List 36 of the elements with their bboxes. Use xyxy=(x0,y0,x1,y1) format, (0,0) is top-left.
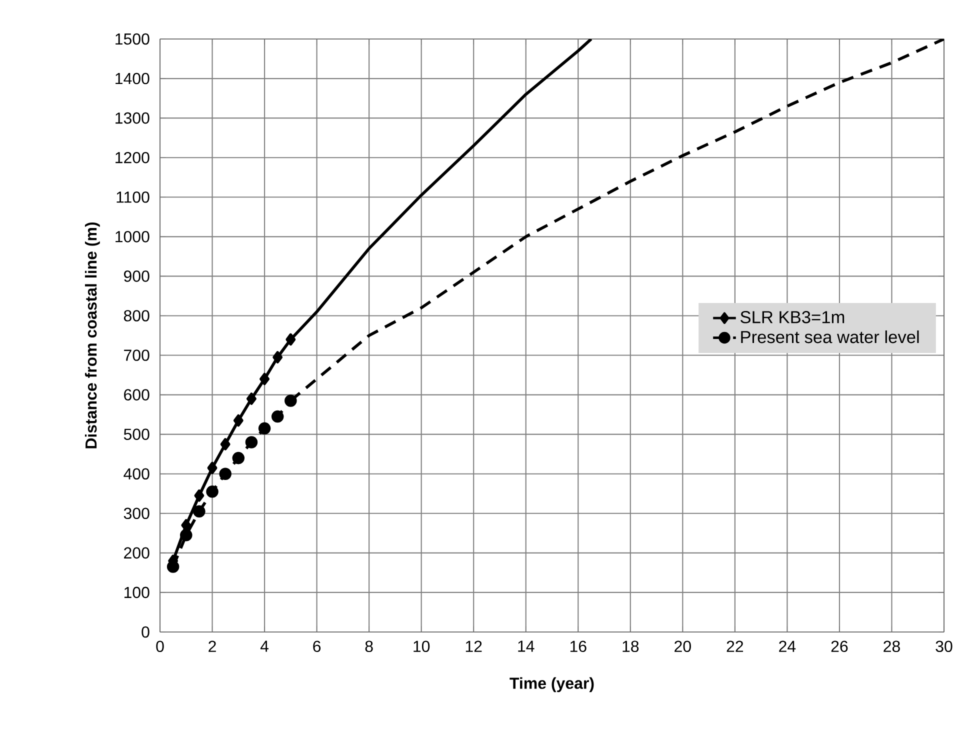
y-tick-label: 0 xyxy=(142,626,150,638)
x-tick-label: 26 xyxy=(831,640,848,652)
y-tick-label: 1300 xyxy=(116,112,150,124)
x-tick-label: 30 xyxy=(936,640,952,652)
x-tick-label: 10 xyxy=(414,640,430,652)
x-tick-label: 12 xyxy=(466,640,482,652)
x-tick-label: 24 xyxy=(779,640,796,652)
x-tick-label: 28 xyxy=(884,640,900,652)
y-tick-label: 1100 xyxy=(116,191,150,203)
y-tick-label: 500 xyxy=(124,428,150,440)
x-tick-label: 2 xyxy=(208,640,216,652)
x-axis-title: Time (year) xyxy=(510,677,594,692)
y-tick-label: 1200 xyxy=(116,152,150,164)
x-tick-label: 6 xyxy=(313,640,321,652)
legend-label: Present sea water level xyxy=(741,330,919,344)
y-tick-label: 300 xyxy=(124,508,150,520)
x-tick-label: 20 xyxy=(674,640,691,652)
x-tick-label: 14 xyxy=(518,640,534,652)
y-tick-label: 700 xyxy=(124,350,150,361)
y-tick-label: 1500 xyxy=(116,33,150,45)
y-axis-title: Distance from coastal line (m) xyxy=(84,222,100,448)
x-tick-label: 18 xyxy=(622,640,639,652)
y-tick-label: 800 xyxy=(124,310,150,322)
x-tick-label: 22 xyxy=(726,640,744,652)
y-tick-label: 1400 xyxy=(116,72,150,84)
x-tick-label: 16 xyxy=(570,640,586,652)
y-tick-label: 100 xyxy=(124,586,150,598)
y-tick-label: 600 xyxy=(124,389,150,400)
x-tick-label: 4 xyxy=(260,640,269,652)
x-tick-label: 0 xyxy=(156,640,164,652)
y-tick-label: 200 xyxy=(124,547,150,559)
y-tick-label: 400 xyxy=(124,468,150,480)
x-tick-label: 8 xyxy=(365,640,373,652)
y-tick-label: 1000 xyxy=(116,231,150,242)
legend-label: SLR KB3=1m xyxy=(740,311,844,324)
y-tick-label: 900 xyxy=(124,270,150,282)
